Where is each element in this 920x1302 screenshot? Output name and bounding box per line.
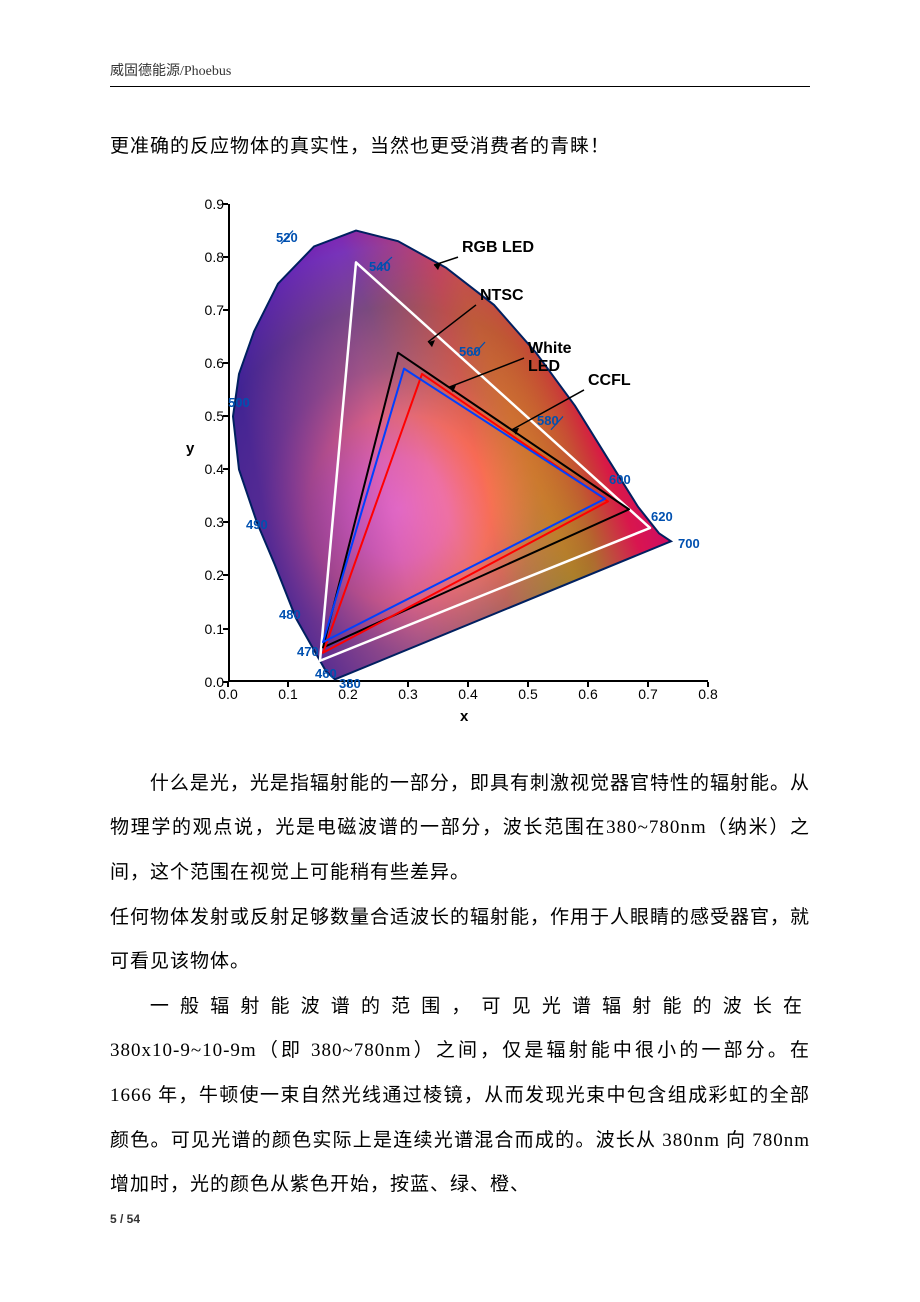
y-tick-label: 0.4 [184,461,224,477]
chart-svg [230,204,710,682]
y-tick-label: 0.9 [184,196,224,212]
x-tick-label: 0.4 [458,686,477,702]
gamut-label: RGB LED [462,239,534,257]
paragraph-1: 更准确的反应物体的真实性，当然也更受消费者的青睐！ [110,125,810,170]
paragraph-4b: 380x10-9~10-9m（即 380~780nm）之间，仅是辐射能中很小的一… [110,1029,810,1208]
wavelength-label: 600 [609,472,631,487]
chromaticity-chart: y x 0.00.10.20.30.40.50.60.70.80.90.00.1… [180,192,740,732]
y-axis-label: y [186,440,194,457]
paragraph-2: 什么是光，光是指辐射能的一部分，即具有刺激视觉器官特性的辐射能。从物理学的观点说… [110,762,810,896]
y-tick-label: 0.6 [184,355,224,371]
x-tick-label: 0.5 [518,686,537,702]
x-tick-label: 0.7 [638,686,657,702]
y-tick-label: 0.3 [184,514,224,530]
paragraph-3: 任何物体发射或反射足够数量合适波长的辐射能，作用于人眼睛的感受器官，就可看见该物… [110,896,810,985]
wavelength-label: 560 [459,344,481,359]
wavelength-label: 480 [279,607,301,622]
gamut-label: WhiteLED [528,340,572,376]
wavelength-label: 470 [297,644,319,659]
x-tick-label: 0.1 [278,686,297,702]
header-text: 威固德能源/Phoebus [110,64,231,79]
x-tick-label: 0.3 [398,686,417,702]
y-tick-label: 0.8 [184,249,224,265]
wavelength-label: 580 [537,413,559,428]
wavelength-label: 700 [678,536,700,551]
wavelength-label: 460 [315,666,337,681]
wavelength-label: 380 [339,676,361,691]
wavelength-label: 500 [228,395,250,410]
y-tick-label: 0.2 [184,567,224,583]
x-tick-label: 0.6 [578,686,597,702]
gamut-label: NTSC [480,287,524,305]
y-tick-label: 0.1 [184,621,224,637]
paragraph-4a: 一 般 辐 射 能 波 谱 的 范 围 ， 可 见 光 谱 辐 射 能 的 波 … [110,985,810,1030]
page-number: 5 / 54 [110,1212,810,1226]
x-tick-label: 0.8 [698,686,717,702]
page-header: 威固德能源/Phoebus [110,60,810,87]
y-tick-label: 0.7 [184,302,224,318]
y-tick-label: 0.5 [184,408,224,424]
document-page: 威固德能源/Phoebus 更准确的反应物体的真实性，当然也更受消费者的青睐！ … [0,0,920,1266]
wavelength-label: 490 [246,517,268,532]
x-tick-label: 0.0 [218,686,237,702]
figure-container: y x 0.00.10.20.30.40.50.60.70.80.90.00.1… [110,192,810,732]
wavelength-label: 620 [651,509,673,524]
wavelength-label: 540 [369,259,391,274]
gamut-label: CCFL [588,372,631,390]
x-axis-label: x [460,708,468,725]
wavelength-label: 520 [276,230,298,245]
